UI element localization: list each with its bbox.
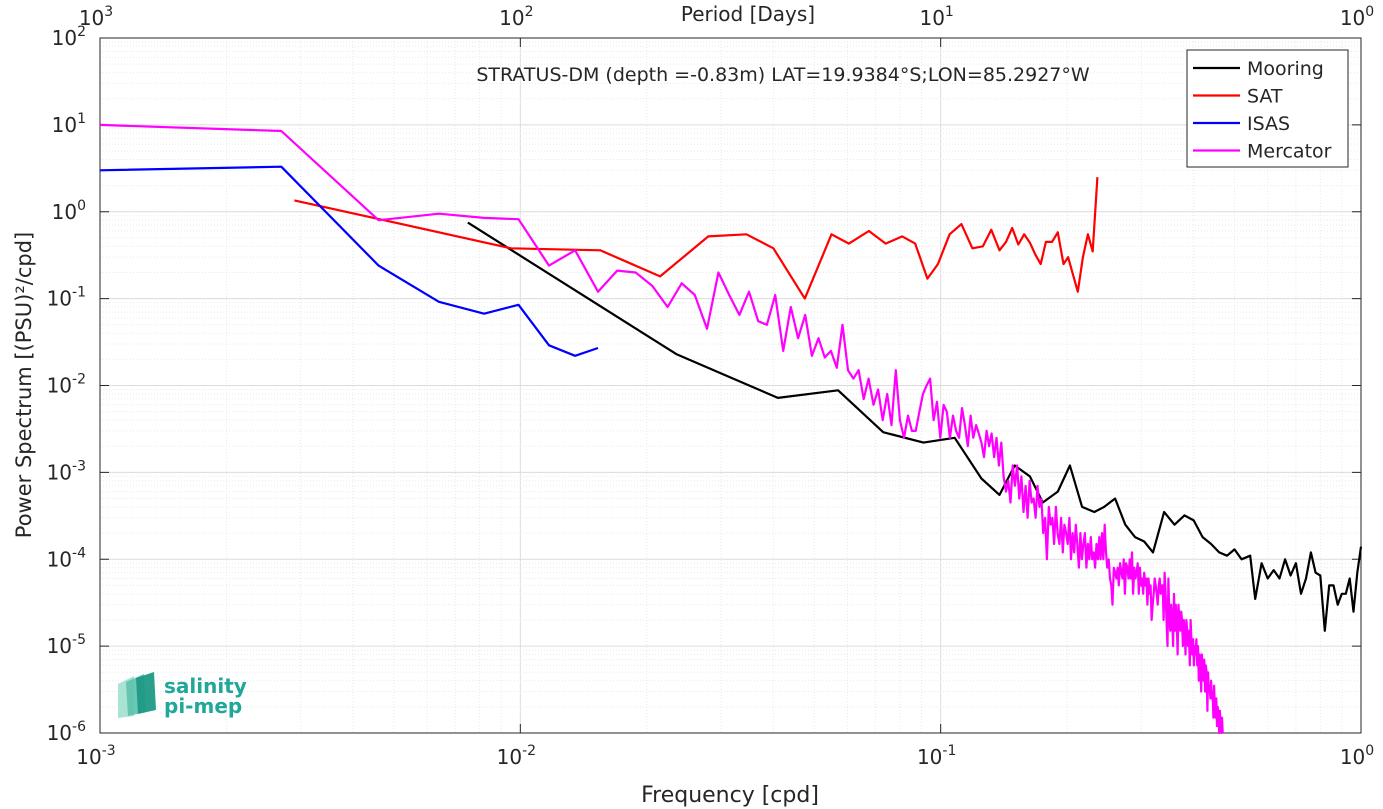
x-tick-label: 10-1 <box>917 743 956 769</box>
series-layer <box>99 123 1363 735</box>
top-tick-label: 103 <box>79 4 113 30</box>
series-line-mercator <box>99 123 1224 735</box>
x-tick-label: 100 <box>1340 743 1374 769</box>
legend-label-sat: SAT <box>1247 86 1283 108</box>
y-tick-label: 10-3 <box>47 458 86 484</box>
y-tick-label: 10-1 <box>47 285 86 311</box>
y-tick-label: 102 <box>52 24 86 50</box>
x-tick-label: 10-3 <box>76 743 115 769</box>
logo-text-salinity: salinity <box>164 674 247 698</box>
legend-label-mooring: Mooring <box>1247 58 1324 80</box>
x-tick-label: 10-2 <box>497 743 536 769</box>
chart-title: STRATUS-DM (depth =-0.83m) LAT=19.9384°S… <box>476 64 1090 86</box>
x-axis-label: Frequency [cpd] <box>641 783 819 808</box>
y-tick-label: 100 <box>52 198 86 224</box>
y-tick-label: 10-2 <box>47 372 86 398</box>
top-tick-label: 102 <box>499 4 533 30</box>
y-tick-label: 101 <box>52 111 86 137</box>
series-line-sat <box>294 177 1099 300</box>
legend-label-mercator: Mercator <box>1247 141 1332 163</box>
legend: Mooring SAT ISAS Mercator <box>1186 49 1349 168</box>
top-axis-label: Period [Days] <box>681 2 815 26</box>
salinity-pi-mep-logo: salinity pi-mep <box>118 672 247 718</box>
legend-label-isas: ISAS <box>1247 113 1290 135</box>
y-axis-label: Power Spectrum [(PSU)²/cpd] <box>12 232 36 538</box>
logo-text-pi-mep: pi-mep <box>164 694 242 718</box>
logo-mark-front <box>136 672 156 714</box>
y-tick-label: 10-5 <box>47 632 86 658</box>
top-tick-label: 101 <box>919 4 953 30</box>
legend-box <box>1186 49 1349 168</box>
series-line-isas <box>99 165 599 357</box>
top-tick-label: 100 <box>1340 4 1374 30</box>
y-tick-label: 10-6 <box>47 719 87 745</box>
y-tick-label: 10-4 <box>47 545 87 571</box>
